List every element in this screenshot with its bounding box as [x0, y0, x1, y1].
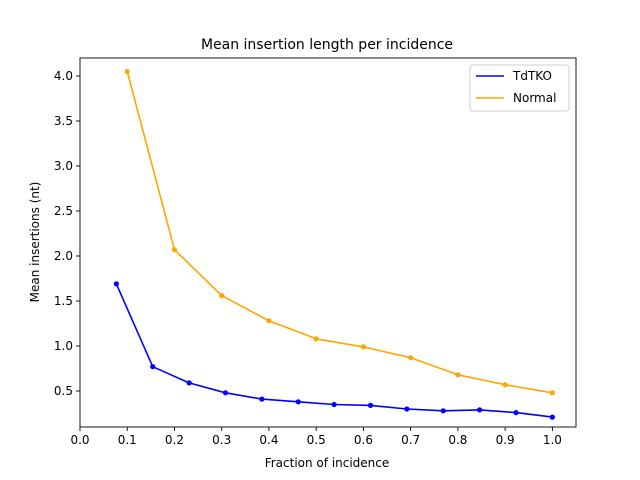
data-point-normal: [313, 336, 319, 342]
data-point-tdtko: [186, 380, 192, 386]
data-point-normal: [360, 344, 367, 350]
axes-frame: [79, 57, 577, 428]
x-tick-label: 0.3: [212, 433, 231, 447]
x-tick-label: 0.4: [259, 433, 278, 447]
data-point-normal: [124, 68, 130, 75]
data-point-tdtko: [295, 399, 301, 405]
legend-label-normal: Normal: [513, 91, 556, 105]
plot-area: 0.0 0.1 0.2 0.3 0.4 0.5 0.6 0.7 0.8 0.9 1.0 0.5 1.0 1…: [54, 57, 577, 447]
data-point-tdtko: [513, 410, 519, 416]
y-tick-label: 2.0: [54, 249, 73, 263]
data-point-normal: [549, 390, 555, 396]
y-tick-label: 2.5: [54, 204, 73, 218]
data-point-tdtko: [150, 364, 156, 370]
data-point-normal: [171, 247, 178, 253]
y-tick-label: 3.5: [54, 114, 73, 128]
data-point-normal: [408, 355, 414, 361]
chart-title: Mean insertion length per incidence: [201, 37, 453, 53]
x-tick-label: 0.7: [401, 433, 420, 447]
x-tick-label: 0.0: [70, 433, 89, 447]
data-point-tdtko: [549, 414, 555, 420]
y-axis-label: Mean insertions (nt): [28, 182, 42, 303]
y-tick-label: 0.5: [54, 384, 73, 398]
x-tick-label: 0.1: [118, 433, 137, 447]
data-point-tdtko: [259, 396, 265, 402]
legend: TdTKO Normal: [469, 64, 570, 112]
data-point-tdtko: [404, 406, 410, 412]
series-line-normal: [126, 71, 553, 394]
x-tick-label: 0.8: [448, 433, 467, 447]
data-point-normal: [219, 293, 225, 299]
data-point-tdtko: [331, 401, 337, 408]
x-axis-label: Fraction of incidence: [265, 456, 390, 470]
data-point-tdtko: [440, 408, 446, 414]
data-point-normal: [502, 382, 508, 388]
x-tick-label: 1.0: [543, 433, 562, 447]
y-tick-label: 3.0: [54, 159, 73, 173]
data-point-normal: [455, 372, 461, 378]
x-tick-label: 0.9: [496, 433, 515, 447]
y-tick-label: 4.0: [54, 69, 73, 83]
data-point-tdtko: [222, 390, 229, 396]
legend-label-tdtko: TdTKO: [512, 69, 552, 83]
x-tick-label: 0.6: [354, 433, 373, 447]
x-tick-label: 0.2: [165, 433, 184, 447]
y-tick-label: 1.0: [54, 339, 73, 353]
x-tick-label: 0.5: [307, 433, 326, 447]
y-tick-label: 1.5: [54, 294, 73, 308]
data-point-tdtko: [367, 402, 374, 408]
data-point-normal: [266, 318, 272, 324]
data-point-tdtko: [113, 281, 119, 287]
data-point-tdtko: [477, 407, 483, 413]
